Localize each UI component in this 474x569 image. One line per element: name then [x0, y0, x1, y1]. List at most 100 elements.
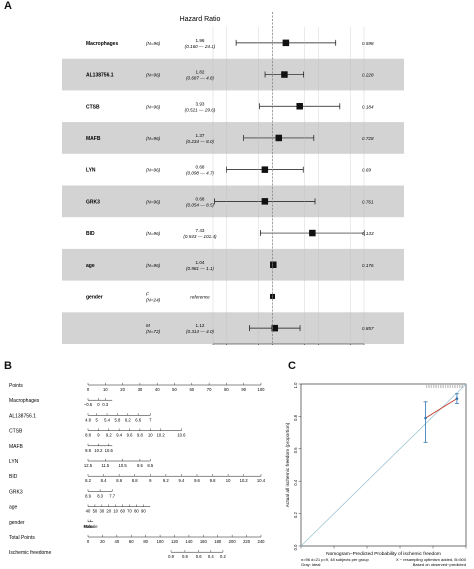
nomogram-tick-label: 8.2 — [85, 478, 91, 483]
nomogram-row-label: Points — [9, 383, 23, 389]
nomogram-tick-label: Female — [84, 524, 99, 529]
nomogram-tick-label: 9 — [97, 433, 100, 438]
nomogram-tick-label: 100 — [258, 387, 266, 392]
nomogram-row-label: Macrophages — [9, 398, 40, 404]
plot-frame — [300, 383, 467, 547]
nomogram-row-label: MAFB — [9, 444, 24, 450]
row-hr: reference — [190, 294, 210, 299]
panel-c-label: C — [288, 360, 296, 372]
forest-title: Hazard Ratio — [180, 16, 221, 23]
nomogram-tick-label: 8.3 — [97, 493, 103, 498]
nomogram-row-label: Ischemic freedome — [9, 550, 51, 556]
nomogram-tick-label: 10 — [103, 387, 108, 392]
row-variable: gender — [86, 294, 103, 300]
nomogram-tick-label: 4.8 — [85, 417, 91, 422]
nomogram-tick-label: 50 — [172, 387, 177, 392]
nomogram-tick-label: 240 — [258, 539, 266, 544]
hr-point — [270, 261, 277, 268]
nomogram-tick-label: 60 — [129, 539, 134, 544]
row-p: 0.761 — [362, 199, 374, 204]
row-band — [62, 58, 404, 91]
y-tick-label: 0.0 — [293, 544, 298, 550]
nomogram-tick-label: 80 — [134, 509, 139, 514]
note-right-1: X − resampling optimism added, B=500 — [396, 557, 467, 562]
row-n: (N=24) — [146, 297, 161, 302]
row-hr: 1.37 — [196, 133, 205, 138]
row-hr: 0.68 — [196, 196, 205, 201]
row-ci: (0.981 — 1.1) — [186, 266, 215, 271]
nomogram-tick-label: 9 — [149, 478, 152, 483]
row-ci: (0.098 — 4.7) — [186, 171, 215, 176]
nomogram-tick-label: 90 — [241, 387, 246, 392]
nomogram-tick-label: 8.4 — [101, 478, 107, 483]
nomogram-tick-label: 40 — [86, 509, 91, 514]
hr-point — [275, 134, 283, 142]
row-ci: (0.314 — 4.0) — [186, 329, 215, 334]
nomogram-tick-label: 8.8 — [132, 478, 138, 483]
y-tick-label: 1.0 — [293, 382, 298, 388]
nomogram-tick-label: −0.5 — [84, 402, 93, 407]
row-hr: 0.68 — [196, 165, 205, 170]
nomogram-tick-label: 30 — [138, 387, 143, 392]
nomogram-row-label: GRK3 — [9, 489, 23, 495]
row-hr: 1.12 — [196, 323, 205, 328]
y-tick-label: 0.6 — [293, 447, 298, 453]
row-ci: (0.054 — 8.5) — [186, 202, 215, 207]
row-n: (N=96) — [146, 41, 161, 46]
nomogram-tick-label: 10.6 — [177, 433, 186, 438]
row-n: M — [146, 323, 150, 328]
row-n: (N=96) — [146, 73, 161, 78]
note-left-2: Gray: ideal — [301, 562, 320, 567]
hr-point — [261, 166, 269, 173]
row-n: (N=96) — [146, 231, 161, 236]
row-ci: (0.521 — 29.6) — [185, 107, 216, 112]
nomogram-tick-label: 0 — [87, 539, 90, 544]
note-left-1: n=96 d=21 p=9, 48 subjects per group — [301, 557, 369, 562]
nomogram-tick-label: 200 — [229, 539, 237, 544]
nomogram-tick-label: 100 — [157, 539, 165, 544]
row-hr: 1.04 — [196, 260, 205, 265]
nomogram-tick-label: 9.5 — [137, 463, 143, 468]
nomogram-row-label: CTSB — [9, 429, 23, 435]
nomogram-tick-label: 7.7 — [109, 493, 115, 498]
nomogram-tick-label: 60 — [120, 509, 125, 514]
nomogram-row-label: age — [9, 505, 18, 511]
nomogram-tick-label: 0 — [97, 402, 100, 407]
row-ci: (0.234 — 8.0) — [186, 139, 215, 144]
nomogram-tick-label: 6.2 — [125, 417, 131, 422]
nomogram-tick-label: 40 — [155, 387, 160, 392]
nomogram-tick-label: 70 — [207, 387, 212, 392]
hr-point — [261, 198, 269, 205]
hr-point — [309, 229, 316, 237]
row-n: F — [146, 291, 150, 296]
x-axis-label: Nomogram−Predicted Probability of ischem… — [326, 551, 441, 557]
nomogram-tick-label: 0.8 — [182, 554, 188, 559]
y-tick-label: 0.4 — [293, 479, 298, 485]
nomogram-tick-label: 0.4 — [208, 554, 214, 559]
row-p: 0.228 — [362, 73, 374, 78]
nomogram-tick-label: 5 — [95, 417, 98, 422]
row-n: (N=72) — [146, 329, 161, 334]
nomogram-row-label: AL138756.1 — [9, 413, 36, 419]
nomogram-tick-label: 0.3 — [102, 402, 108, 407]
calibration-point — [424, 416, 427, 420]
nomogram-tick-label: 9.4 — [179, 478, 185, 483]
row-hr: 1.82 — [196, 70, 205, 75]
y-tick-label: 0.8 — [293, 414, 298, 420]
nomogram-tick-label: 220 — [243, 539, 251, 544]
nomogram-tick-label: 9.8 — [210, 478, 216, 483]
y-tick-label: 0.2 — [293, 512, 298, 518]
row-p: 0.69 — [362, 168, 371, 173]
nomogram-tick-label: 160 — [200, 539, 208, 544]
note-right-2: Based on observed−predicted — [413, 562, 466, 567]
nomogram-row-label: BID — [9, 474, 18, 480]
nomogram-tick-label: 5.8 — [114, 417, 120, 422]
nomogram-tick-label: Male — [83, 524, 93, 529]
nomogram-tick-label: 9.2 — [106, 433, 112, 438]
nomogram-tick-label: 10 — [148, 433, 153, 438]
row-variable: MAFB — [86, 136, 101, 142]
row-hr: 7.43 — [196, 228, 205, 233]
nomogram-tick-label: 9.2 — [163, 478, 169, 483]
nomogram-row-label: Total Points — [9, 535, 35, 541]
